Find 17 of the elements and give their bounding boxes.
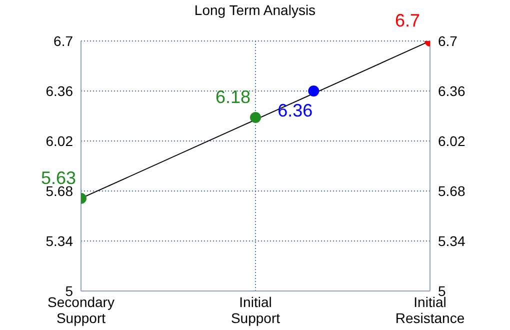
chart-title: Long Term Analysis bbox=[194, 2, 316, 18]
y-tick-label: 6.7 bbox=[54, 32, 74, 49]
y2-tick-label: 6.02 bbox=[438, 132, 466, 149]
y-tick-label: 6.36 bbox=[46, 82, 74, 99]
data-label: 6.7 bbox=[394, 10, 420, 30]
y-tick-label: 5.34 bbox=[46, 232, 74, 249]
y2-tick-label: 5.34 bbox=[438, 232, 466, 249]
y2-tick-label: 5 bbox=[438, 282, 446, 299]
point bbox=[308, 86, 320, 96]
y2-tick-label: 6.36 bbox=[438, 82, 466, 99]
y-tick-label: 6.02 bbox=[46, 132, 74, 149]
y2-tick-label: 6.7 bbox=[438, 32, 458, 49]
y2-tick-label: 5.68 bbox=[438, 182, 466, 199]
data-label: 6.36 bbox=[278, 100, 313, 120]
y-tick-label: 5 bbox=[65, 282, 74, 299]
x-tick-label: Initial Support bbox=[230, 294, 280, 326]
data-label: 6.18 bbox=[215, 86, 251, 107]
